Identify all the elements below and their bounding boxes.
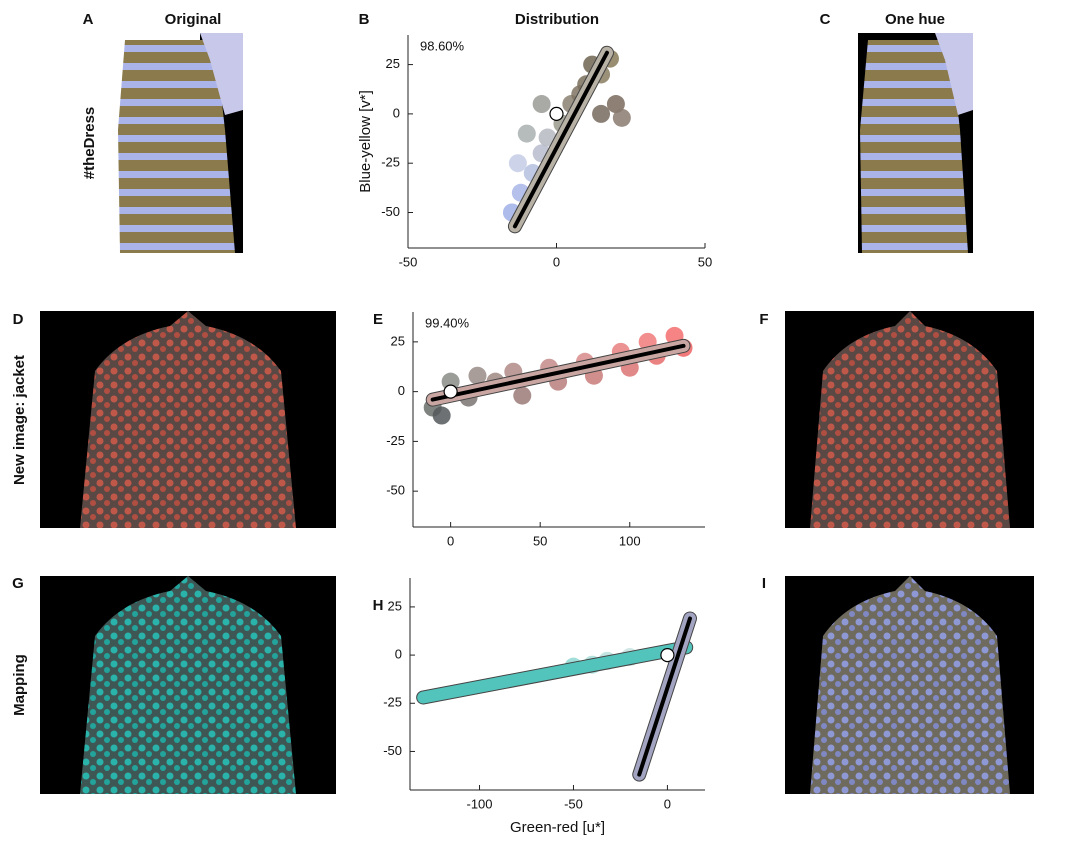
panel-letter: D <box>13 311 24 328</box>
point <box>613 109 631 127</box>
point <box>592 105 610 123</box>
panel-letter: F <box>759 311 768 328</box>
y-tick-label: -25 <box>386 433 405 448</box>
fit-line <box>639 618 690 774</box>
point <box>518 125 536 143</box>
x-tick-label: 50 <box>533 533 547 548</box>
y-tick-label: -50 <box>386 483 405 498</box>
x-axis-label: Green-red [u*] <box>510 819 605 836</box>
scatter-panel: -100 -50 0 -50 -25 0 25 Green-red [u*] <box>383 578 705 836</box>
column-title: Distribution <box>515 11 599 28</box>
panel-letter: C <box>820 11 831 28</box>
x-tick-label: 50 <box>698 254 712 269</box>
row-label: New image: jacket <box>11 355 28 485</box>
panel-letter: G <box>12 575 24 592</box>
panel-letter: A <box>83 11 94 28</box>
panel-letter: I <box>762 575 766 592</box>
column-title: One hue <box>885 11 945 28</box>
panel-letter: H <box>373 597 384 614</box>
y-tick-label: 0 <box>398 383 405 398</box>
x-tick-label: 0 <box>553 254 560 269</box>
x-tick-label: 0 <box>664 796 671 811</box>
y-axis-label: Blue-yellow [v*] <box>357 90 374 193</box>
x-tick-label: -50 <box>564 796 583 811</box>
y-tick-label: 25 <box>386 56 400 71</box>
x-tick-label: -100 <box>467 796 493 811</box>
y-tick-label: 25 <box>391 333 405 348</box>
point <box>433 407 451 425</box>
figure: A B C D E F G H I Original Distribution … <box>0 0 1067 839</box>
y-tick-label: 25 <box>388 598 402 613</box>
x-tick-label: 100 <box>619 533 641 548</box>
point <box>509 154 527 172</box>
mean-point <box>444 385 457 398</box>
y-tick-label: -50 <box>383 743 402 758</box>
scatter-panel: -50 0 50 -50 -25 0 25 98.60% Blue-yellow [v*] <box>357 35 712 269</box>
column-title: Original <box>165 11 222 28</box>
mean-point <box>550 107 563 120</box>
image-jacket-blue <box>785 576 1034 794</box>
image-one-hue-dress <box>858 33 973 253</box>
scatter-panel: 0 50 100 -50 -25 0 25 99.40% <box>386 312 705 548</box>
row-label: #theDress <box>81 107 98 180</box>
x-tick-label: -50 <box>399 254 418 269</box>
image-jacket-cyan <box>40 576 336 794</box>
annotation: 99.40% <box>425 315 470 330</box>
panel-letter: B <box>359 11 370 28</box>
fit-band-fill <box>423 647 686 697</box>
y-tick-label: -25 <box>383 695 402 710</box>
annotation: 98.60% <box>420 38 465 53</box>
image-original-dress <box>113 33 243 253</box>
mean-point <box>661 649 674 662</box>
y-tick-label: 0 <box>393 105 400 120</box>
y-tick-label: 0 <box>395 647 402 662</box>
x-tick-label: 0 <box>447 533 454 548</box>
point <box>533 95 551 113</box>
image-jacket-red <box>40 311 336 528</box>
y-tick-label: -50 <box>381 204 400 219</box>
panel-letter: E <box>373 311 383 328</box>
y-tick-label: -25 <box>381 155 400 170</box>
point <box>513 387 531 405</box>
image-jacket-red-one-hue <box>785 311 1034 528</box>
row-label: Mapping <box>11 654 28 716</box>
